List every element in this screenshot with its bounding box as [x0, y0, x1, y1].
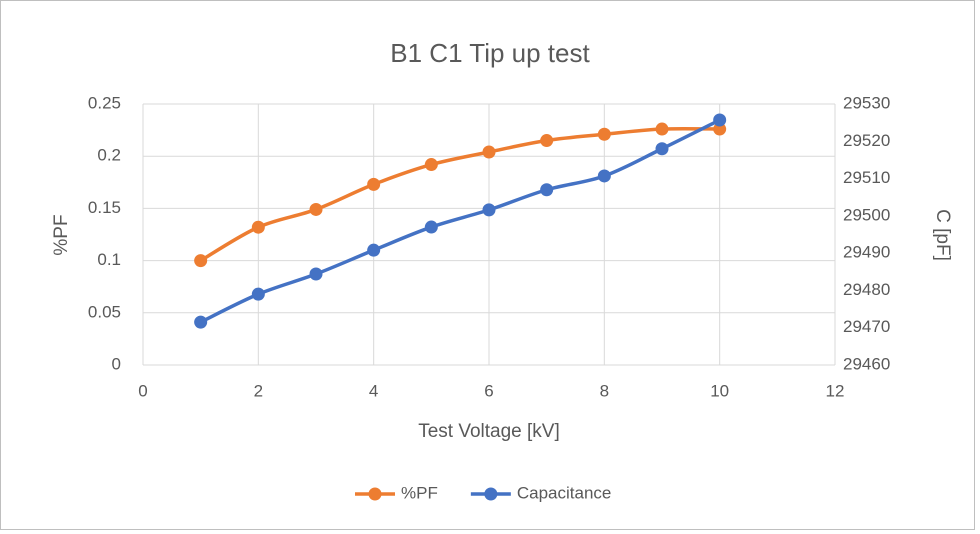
- series-marker: [194, 254, 208, 268]
- series-marker: [367, 177, 381, 191]
- x-tick-label: 6: [484, 381, 493, 400]
- x-tick-label: 2: [254, 381, 263, 400]
- y2-tick-label: 29520: [843, 131, 890, 150]
- series-marker: [655, 142, 669, 156]
- series-marker: [251, 287, 265, 301]
- series-marker: [713, 113, 727, 127]
- y2-tick-label: 29510: [843, 168, 890, 187]
- series-marker: [597, 127, 611, 141]
- x-tick-label: 4: [369, 381, 378, 400]
- series-marker: [482, 145, 496, 159]
- legend-label: %PF: [401, 483, 438, 502]
- chart-title: B1 C1 Tip up test: [390, 38, 590, 68]
- y2-tick-label: 29530: [843, 93, 890, 112]
- y2-tick-label: 29490: [843, 243, 890, 262]
- legend-marker: [368, 487, 382, 501]
- y2-tick-label: 29460: [843, 354, 890, 373]
- series-marker: [540, 134, 554, 148]
- x-tick-label: 8: [600, 381, 609, 400]
- series-marker: [655, 122, 669, 136]
- y-tick-label: 0.15: [88, 198, 121, 217]
- series-marker: [713, 122, 727, 136]
- series-marker: [367, 243, 381, 257]
- series-marker: [194, 315, 208, 329]
- y-tick-label: 0.2: [97, 146, 121, 165]
- series-marker: [424, 158, 438, 172]
- series-marker: [482, 203, 496, 217]
- series-marker: [540, 183, 554, 197]
- series-marker: [309, 202, 323, 216]
- y-axis-label: %PF: [51, 214, 72, 255]
- y2-tick-label: 29500: [843, 205, 890, 224]
- y2-tick-label: 29480: [843, 280, 890, 299]
- y-tick-label: 0.1: [97, 250, 121, 269]
- legend-marker: [484, 487, 498, 501]
- series-line: [199, 118, 721, 324]
- series-marker: [424, 220, 438, 234]
- x-tick-label: 12: [826, 381, 845, 400]
- x-tick-label: 10: [710, 381, 729, 400]
- y-tick-label: 0.05: [88, 302, 121, 321]
- legend-label: Capacitance: [517, 483, 612, 502]
- y-tick-label: 0: [112, 354, 121, 373]
- x-tick-label: 0: [138, 381, 147, 400]
- y2-axis-label: C [pF]: [932, 209, 953, 261]
- series-marker: [597, 169, 611, 183]
- y2-tick-label: 29470: [843, 317, 890, 336]
- series-marker: [251, 220, 265, 234]
- series-line: [199, 126, 720, 263]
- series-marker: [309, 267, 323, 281]
- y-tick-label: 0.25: [88, 93, 121, 112]
- x-axis-label: Test Voltage [kV]: [418, 421, 560, 442]
